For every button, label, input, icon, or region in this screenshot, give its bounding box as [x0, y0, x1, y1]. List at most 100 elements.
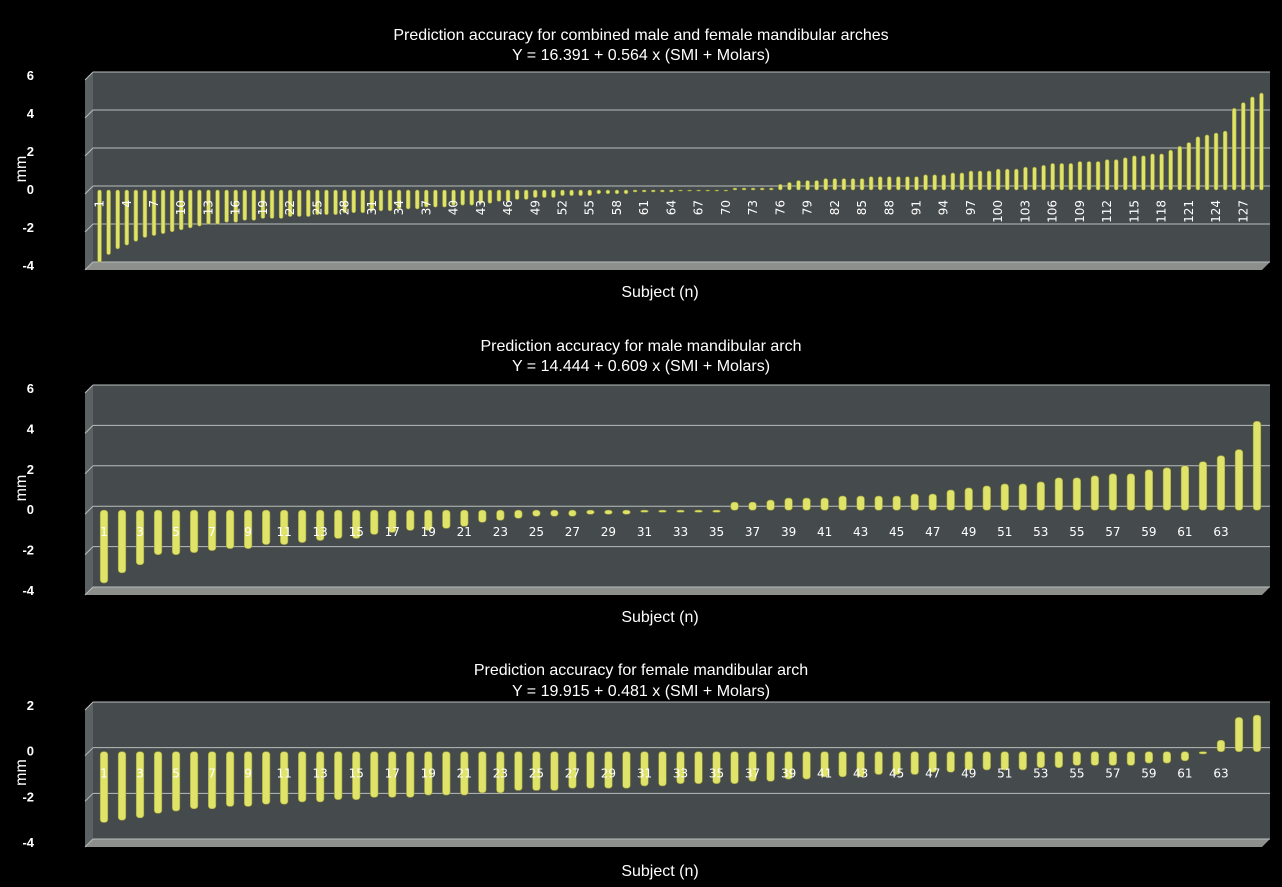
- x-tick-label: 53: [1033, 525, 1048, 539]
- bar-26: [324, 189, 329, 216]
- x-tick-label: 82: [828, 200, 842, 215]
- y-tick-label: -2: [22, 543, 34, 558]
- bar-58: [614, 189, 620, 195]
- bar-58: [1126, 751, 1135, 766]
- bar-21: [278, 189, 284, 219]
- bar-29: [351, 189, 356, 214]
- bar-40: [802, 751, 811, 780]
- plot-floor: [85, 839, 1270, 847]
- bar-50: [542, 189, 547, 198]
- gridline-depth: [84, 109, 94, 119]
- x-tick-label: 27: [565, 767, 580, 781]
- bar-33: [676, 751, 685, 784]
- bar-127: [1241, 102, 1246, 191]
- x-tick-label: 16: [229, 200, 243, 215]
- bar-40: [802, 497, 811, 511]
- bar-93: [932, 174, 937, 191]
- x-tick-label: 49: [961, 525, 976, 539]
- bar-97: [968, 170, 974, 191]
- bar-49: [533, 189, 538, 198]
- bar-123: [1204, 134, 1210, 191]
- bar-78: [796, 180, 801, 191]
- bar-102: [1014, 168, 1019, 191]
- x-tick-label: 23: [493, 767, 508, 781]
- bar-38: [433, 189, 438, 208]
- bar-52: [560, 189, 565, 196]
- x-tick-label: 5: [172, 525, 180, 539]
- bar-94: [941, 174, 946, 191]
- bar-41: [460, 189, 465, 206]
- x-axis-label: Subject (n): [621, 609, 698, 626]
- bar-75: [769, 187, 774, 191]
- bar-99: [986, 170, 992, 191]
- bar-59: [1144, 469, 1153, 511]
- bar-6: [190, 509, 199, 553]
- x-tick-label: 121: [1182, 200, 1196, 223]
- bar-3: [135, 509, 145, 566]
- bar-11: [188, 189, 193, 229]
- bar-18: [251, 189, 257, 221]
- bar-56: [1090, 751, 1099, 766]
- bar-9: [169, 189, 175, 233]
- bar-19: [424, 751, 433, 796]
- bar-47: [928, 751, 937, 773]
- x-axis-label: Subject (n): [621, 284, 698, 301]
- bar-29: [604, 509, 613, 515]
- bar-57: [605, 189, 611, 195]
- bar-5: [171, 509, 181, 555]
- bar-4: [153, 751, 163, 814]
- bar-67: [696, 189, 701, 192]
- bar-114: [1123, 157, 1128, 191]
- bar-15: [224, 189, 229, 223]
- bar-17: [242, 189, 247, 221]
- y-tick-label: 0: [27, 744, 34, 759]
- x-tick-label: 40: [447, 200, 461, 215]
- plot-floor: [85, 587, 1270, 595]
- x-tick-label: 34: [392, 200, 406, 215]
- bar-47: [514, 189, 520, 200]
- bar-105: [1041, 165, 1046, 191]
- bar-56: [1090, 475, 1099, 511]
- bar-6: [190, 751, 199, 810]
- bar-22: [287, 189, 293, 217]
- bar-55: [587, 189, 592, 196]
- bar-37: [748, 751, 757, 782]
- bar-69: [714, 189, 720, 192]
- plot-side-wall: [85, 702, 93, 847]
- bar-111: [1095, 161, 1101, 191]
- x-tick-label: 11: [277, 767, 292, 781]
- bar-118: [1159, 153, 1164, 191]
- x-tick-label: 57: [1105, 525, 1120, 539]
- bar-120: [1177, 146, 1182, 191]
- bar-21: [460, 751, 469, 796]
- x-tick-label: 3: [136, 767, 144, 781]
- bar-18: [406, 751, 415, 798]
- x-tick-label: 49: [961, 767, 976, 781]
- bar-52: [1018, 483, 1027, 511]
- x-tick-label: 79: [801, 200, 815, 215]
- x-tick-label: 106: [1046, 200, 1060, 223]
- gridline-depth: [84, 792, 94, 802]
- x-tick-label: 51: [997, 525, 1012, 539]
- x-tick-label: 9: [244, 525, 252, 539]
- bar-65: [678, 189, 683, 192]
- x-tick-label: 5: [172, 767, 180, 781]
- bar-50: [982, 751, 991, 771]
- bar-71: [732, 187, 738, 191]
- x-tick-label: 91: [910, 200, 924, 215]
- bar-50: [982, 485, 991, 511]
- bar-44: [874, 495, 883, 511]
- x-tick-label: 61: [637, 200, 651, 215]
- bar-40: [451, 189, 456, 206]
- bar-66: [687, 189, 692, 192]
- bar-27: [568, 751, 577, 789]
- x-tick-label: 33: [673, 525, 688, 539]
- x-tick-label: 55: [1069, 767, 1084, 781]
- bar-31: [369, 189, 375, 212]
- x-tick-label: 9: [244, 767, 252, 781]
- bar-53: [1036, 481, 1045, 511]
- gridline-depth: [84, 147, 94, 157]
- bar-11: [280, 509, 289, 545]
- y-tick-label: 2: [27, 698, 34, 713]
